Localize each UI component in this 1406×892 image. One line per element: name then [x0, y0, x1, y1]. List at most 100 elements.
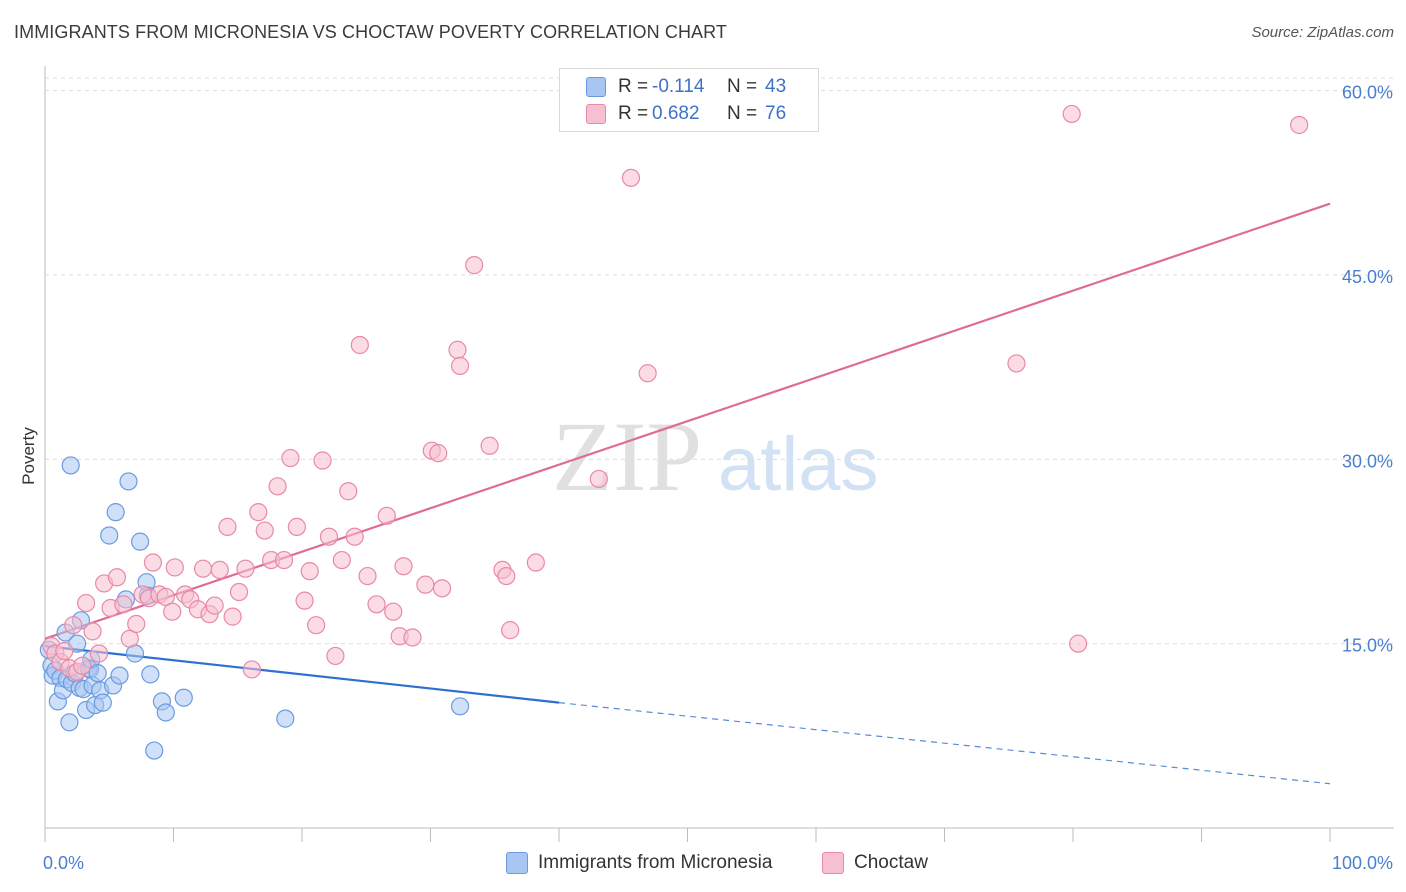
legend-swatch-micronesia: [586, 77, 606, 97]
r-label: R =: [618, 103, 649, 124]
data-point-micronesia: [450, 697, 470, 716]
data-point-choctaw: [326, 646, 345, 666]
watermark-zip: ZIP: [552, 401, 702, 512]
data-point-choctaw: [465, 256, 484, 275]
legend-item-choctaw[interactable]: Choctaw: [822, 852, 928, 874]
trend-extension-0: [558, 702, 1331, 785]
legend-swatch-choctaw: [822, 852, 844, 874]
data-point-micronesia: [156, 703, 175, 722]
data-point-choctaw: [480, 436, 499, 455]
data-point-choctaw: [165, 558, 184, 577]
correlation-legend: R = -0.114 N = 43 R = 0.682 N = 76: [559, 68, 819, 132]
data-point-choctaw: [497, 566, 516, 586]
data-point-choctaw: [274, 550, 294, 570]
data-point-choctaw: [77, 593, 96, 613]
data-point-micronesia: [130, 532, 150, 551]
data-point-choctaw: [432, 579, 452, 598]
data-point-choctaw: [313, 451, 332, 470]
data-point-choctaw: [332, 550, 351, 570]
data-point-choctaw: [127, 614, 146, 634]
legend-swatch-micronesia: [506, 852, 528, 874]
data-point-choctaw: [249, 503, 268, 522]
data-point-choctaw: [236, 559, 255, 578]
data-point-choctaw: [107, 568, 127, 587]
data-point-choctaw: [268, 477, 287, 496]
data-point-micronesia: [119, 472, 138, 491]
data-point-choctaw: [377, 506, 396, 525]
data-point-choctaw: [114, 595, 133, 614]
watermark-atlas: atlas: [718, 422, 879, 507]
y-tick-label: 15.0%: [1342, 636, 1393, 656]
data-point-choctaw: [429, 444, 448, 463]
data-point-micronesia: [60, 713, 79, 732]
data-point-choctaw: [450, 356, 470, 375]
data-point-choctaw: [218, 517, 237, 536]
data-point-choctaw: [287, 517, 306, 536]
data-point-choctaw: [384, 602, 403, 621]
r-value: 0.682: [652, 103, 700, 124]
data-point-micronesia: [93, 693, 112, 712]
y-tick-label: 60.0%: [1342, 83, 1393, 103]
axes: [44, 66, 1394, 842]
y-tick-labels: 15.0% 30.0% 45.0% 60.0%: [1342, 83, 1393, 656]
data-point-choctaw: [55, 641, 74, 661]
data-point-choctaw: [143, 553, 163, 572]
data-point-choctaw: [1069, 634, 1088, 653]
chart-title: IMMIGRANTS FROM MICRONESIA VS CHOCTAW PO…: [14, 22, 728, 42]
y-axis-label: Poverty: [19, 427, 38, 485]
data-point-choctaw: [281, 448, 300, 468]
legend-label-micronesia: Immigrants from Micronesia: [538, 852, 773, 873]
data-point-choctaw: [295, 591, 314, 610]
data-point-choctaw: [367, 595, 386, 614]
n-value: 43: [765, 76, 787, 97]
data-point-choctaw: [73, 656, 92, 675]
grid-lines: [45, 77, 1394, 645]
data-point-choctaw: [229, 582, 249, 602]
n-label: N =: [727, 103, 758, 124]
legend-swatch-choctaw: [586, 104, 606, 124]
data-point-choctaw: [255, 521, 274, 540]
data-point-choctaw: [163, 602, 182, 621]
data-point-micronesia: [174, 688, 193, 707]
data-point-choctaw: [319, 527, 339, 546]
data-point-micronesia: [145, 741, 164, 760]
data-points: [39, 104, 1309, 760]
data-point-choctaw: [205, 596, 224, 615]
y-tick-label: 45.0%: [1342, 267, 1393, 287]
data-point-choctaw: [638, 364, 657, 383]
x-tick-labels: 0.0% 100.0%: [43, 853, 1393, 873]
legend-item-micronesia[interactable]: Immigrants from Micronesia: [506, 852, 772, 874]
data-point-micronesia: [88, 664, 107, 683]
data-point-choctaw: [345, 527, 364, 546]
data-point-micronesia: [276, 709, 295, 728]
legend-label-choctaw: Choctaw: [854, 852, 928, 873]
data-point-choctaw: [339, 482, 358, 501]
series-legend: Immigrants from Micronesia Choctaw: [0, 852, 1406, 878]
n-value: 76: [765, 103, 787, 124]
data-point-micronesia: [61, 456, 80, 475]
data-point-choctaw: [223, 607, 242, 626]
data-point-choctaw: [242, 660, 261, 679]
n-label: N =: [727, 76, 758, 97]
r-value: -0.114: [652, 76, 705, 97]
data-point-choctaw: [621, 168, 641, 187]
y-tick-label: 30.0%: [1342, 451, 1393, 471]
data-point-choctaw: [1007, 354, 1026, 373]
data-point-choctaw: [448, 340, 467, 360]
data-point-choctaw: [89, 644, 109, 663]
chart-source: Source: ZipAtlas.com: [1251, 24, 1394, 41]
data-point-choctaw: [83, 622, 102, 641]
legend-row-choctaw: R = 0.682 N = 76: [586, 101, 786, 127]
data-point-choctaw: [358, 566, 377, 586]
data-point-micronesia: [141, 665, 160, 684]
data-point-choctaw: [193, 559, 213, 578]
data-point-micronesia: [100, 526, 119, 545]
watermark: ZIP atlas: [552, 401, 879, 512]
data-point-choctaw: [416, 575, 435, 594]
data-point-choctaw: [589, 469, 608, 489]
x-tick-label: 100.0%: [1332, 853, 1393, 873]
x-tick-label: 0.0%: [43, 853, 84, 873]
data-point-choctaw: [394, 557, 413, 576]
data-point-choctaw: [210, 560, 229, 580]
